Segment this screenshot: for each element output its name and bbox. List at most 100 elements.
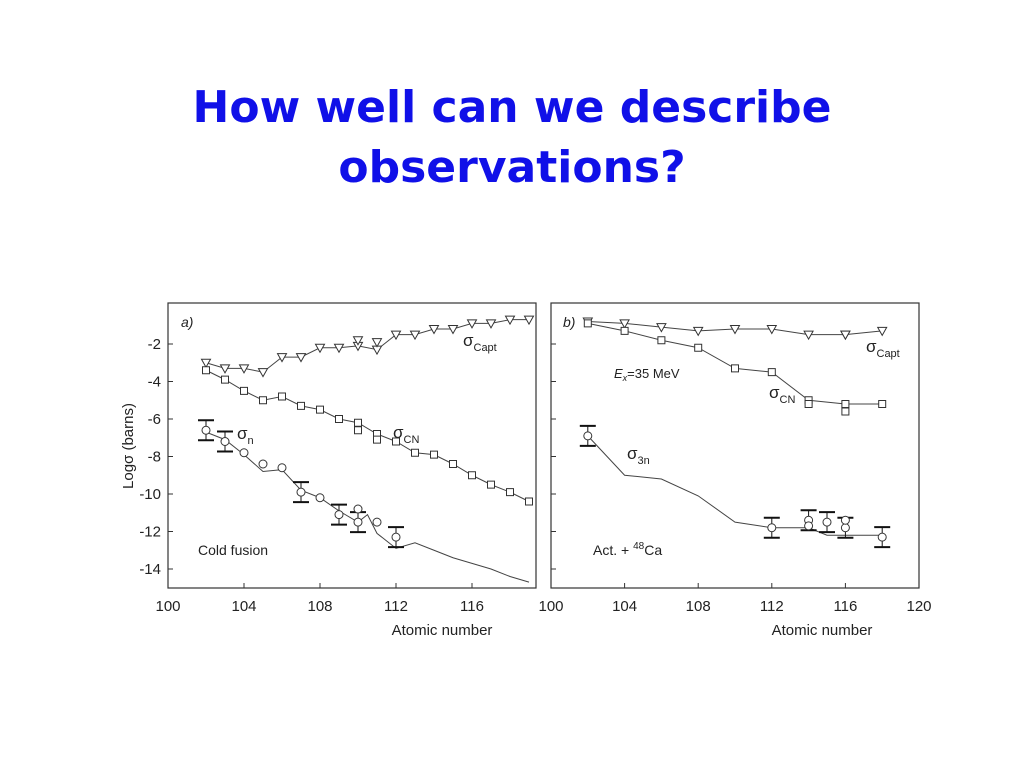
point-a-n: [353, 504, 363, 514]
point-b-cn: [841, 400, 850, 408]
point-a-cn: [506, 488, 514, 497]
point-b-3n: [840, 515, 850, 525]
point-a-capt: [238, 364, 250, 374]
point-a-n: [315, 493, 325, 503]
point-b-3n: [822, 517, 832, 527]
point-a-capt: [390, 330, 402, 341]
annotation-act-48ca: Act. + 48Ca: [593, 541, 662, 558]
series-label-b-3n: σ3n: [627, 444, 650, 467]
point-a-capt: [333, 343, 345, 354]
series-line-a-1: [205, 369, 530, 502]
point-b-capt: [656, 323, 667, 333]
point-b-capt: [619, 319, 630, 329]
point-a-cn: [430, 450, 438, 459]
y-tick-label: -10: [139, 486, 161, 503]
panel-b-label: b): [563, 314, 575, 330]
point-a-capt: [257, 368, 269, 378]
point-b-capt: [692, 326, 704, 337]
point-a-cn: [354, 418, 362, 427]
point-b-capt: [766, 325, 778, 335]
y-tick-label: -12: [139, 524, 161, 541]
point-a-n: [296, 487, 306, 497]
point-a-cn: [335, 415, 343, 423]
point-a-capt: [523, 315, 535, 326]
y-tick-label: -8: [148, 449, 161, 466]
point-a-capt: [485, 319, 497, 329]
panel-a-frame: [167, 302, 537, 589]
point-a-capt: [352, 336, 364, 346]
y-tick-label: -14: [139, 561, 161, 578]
x-tick-label-a: 108: [307, 598, 332, 615]
x-tick-label-a: 112: [384, 598, 408, 615]
point-b-3n: [877, 532, 887, 542]
annotation-cold-fusion: Cold fusion: [198, 542, 268, 558]
series-label-a-capt: σCapt: [463, 331, 497, 354]
series-line-b-2: [587, 435, 883, 536]
point-a-capt: [276, 353, 288, 363]
point-b-3n: [583, 431, 593, 441]
point-b-cn: [804, 400, 813, 408]
series-label-a-n: σn: [237, 424, 254, 447]
point-a-cn: [297, 401, 305, 410]
point-b-cn: [620, 326, 629, 335]
point-a-capt: [314, 343, 326, 354]
point-b-cn: [694, 343, 703, 352]
point-a-n: [334, 510, 344, 520]
point-a-n: [391, 532, 401, 542]
point-a-capt: [371, 338, 383, 348]
point-a-capt: [504, 315, 516, 326]
point-a-n: [372, 517, 382, 527]
point-a-cn: [278, 392, 286, 401]
point-a-capt: [219, 364, 231, 374]
x-axis-label-b: Atomic number: [772, 622, 873, 639]
point-a-cn: [316, 405, 324, 414]
point-a-n: [258, 459, 268, 469]
point-b-3n: [767, 523, 777, 533]
point-a-cn: [392, 437, 400, 446]
y-tick-label: -2: [148, 336, 161, 353]
x-tick-label-a: 104: [231, 598, 256, 615]
series-label-b-cn: σCN: [769, 383, 795, 406]
point-b-cn: [657, 336, 666, 345]
point-a-capt: [409, 330, 421, 341]
point-a-cn: [411, 448, 419, 457]
point-a-n: [239, 448, 249, 458]
point-b-3n: [804, 521, 814, 531]
point-a-cn: [240, 386, 248, 395]
point-a-cn: [449, 460, 457, 468]
point-a-n: [220, 437, 230, 446]
point-b-3n: [840, 523, 850, 533]
x-tick-label-b: 120: [906, 598, 931, 615]
point-a-cn: [259, 396, 267, 405]
point-a-cn: [221, 375, 229, 384]
point-a-cn: [525, 497, 533, 506]
y-tick-label: -4: [148, 374, 161, 391]
point-b-cn: [878, 400, 887, 408]
point-b-cn: [767, 368, 776, 377]
point-a-capt: [200, 358, 212, 369]
y-tick-label: -6: [148, 411, 161, 428]
plot-layer: 100 104 108 112 116 -2 -4 -6 -8 -10 -12 -14 100 104 10…: [139, 315, 932, 615]
x-tick-label-a: 100: [155, 598, 180, 615]
x-tick-label-b: 116: [833, 598, 857, 615]
y-axis-label: Logσ (barns): [120, 403, 137, 489]
slide-title: How well can we describe observations?: [0, 78, 1024, 198]
point-b-capt: [803, 330, 814, 341]
slide-title-line1: How well can we describe: [192, 82, 832, 133]
point-a-cn: [468, 471, 476, 480]
point-b-capt: [840, 330, 851, 341]
series-label-a-cn: σCN: [393, 423, 419, 446]
series-label-b-capt: σCapt: [866, 337, 900, 360]
point-a-capt: [428, 325, 440, 335]
annotation-excitation: Ex=35 MeV: [614, 366, 680, 383]
x-tick-label-b: 108: [686, 598, 711, 615]
point-b-capt: [876, 326, 888, 337]
point-a-capt: [447, 325, 459, 335]
point-a-cn: [354, 426, 362, 435]
point-b-capt: [729, 325, 741, 335]
point-a-cn: [202, 366, 210, 375]
x-tick-label-a: 116: [460, 598, 484, 615]
point-a-capt: [295, 353, 307, 363]
panel-b-frame: [550, 302, 920, 589]
